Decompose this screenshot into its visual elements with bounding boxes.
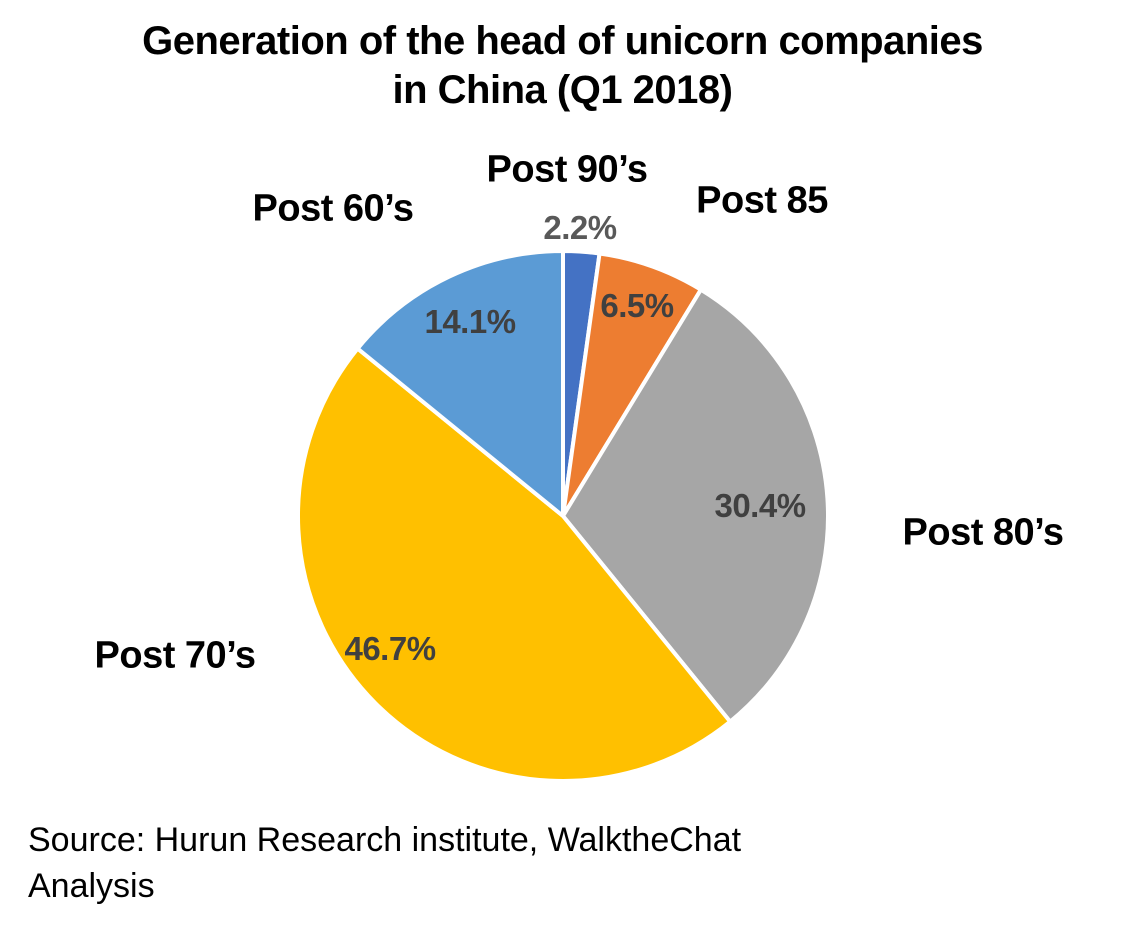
percent-label-post-90s: 2.2%	[543, 209, 617, 246]
category-label-post-85: Post 85	[696, 179, 828, 222]
category-label-post-60s: Post 60’s	[252, 187, 414, 230]
percent-label-post-60s: 14.1%	[424, 303, 516, 340]
category-label-post-80s: Post 80’s	[902, 511, 1064, 554]
pie-slice-post-60s	[355, 249, 565, 518]
source-note: Source: Hurun Research institute, Walkth…	[28, 817, 741, 909]
chart-title-line1: Generation of the head of unicorn compan…	[142, 19, 983, 63]
percent-label-post-70s: 46.7%	[344, 630, 436, 667]
source-note-line2: Analysis	[28, 867, 155, 905]
category-label-post-70s: Post 70’s	[94, 634, 256, 677]
chart-title-line2: in China (Q1 2018)	[392, 68, 733, 112]
category-label-post-90s: Post 90’s	[486, 148, 648, 191]
pie-slice-post-70s	[296, 346, 733, 783]
percent-label-post-85: 6.5%	[600, 287, 674, 324]
percent-label-post-80s: 30.4%	[714, 487, 806, 524]
chart-title: Generation of the head of unicorn compan…	[0, 17, 1125, 115]
source-note-line1: Source: Hurun Research institute, Walkth…	[28, 821, 742, 859]
pie-slice-post-80s	[561, 287, 830, 724]
